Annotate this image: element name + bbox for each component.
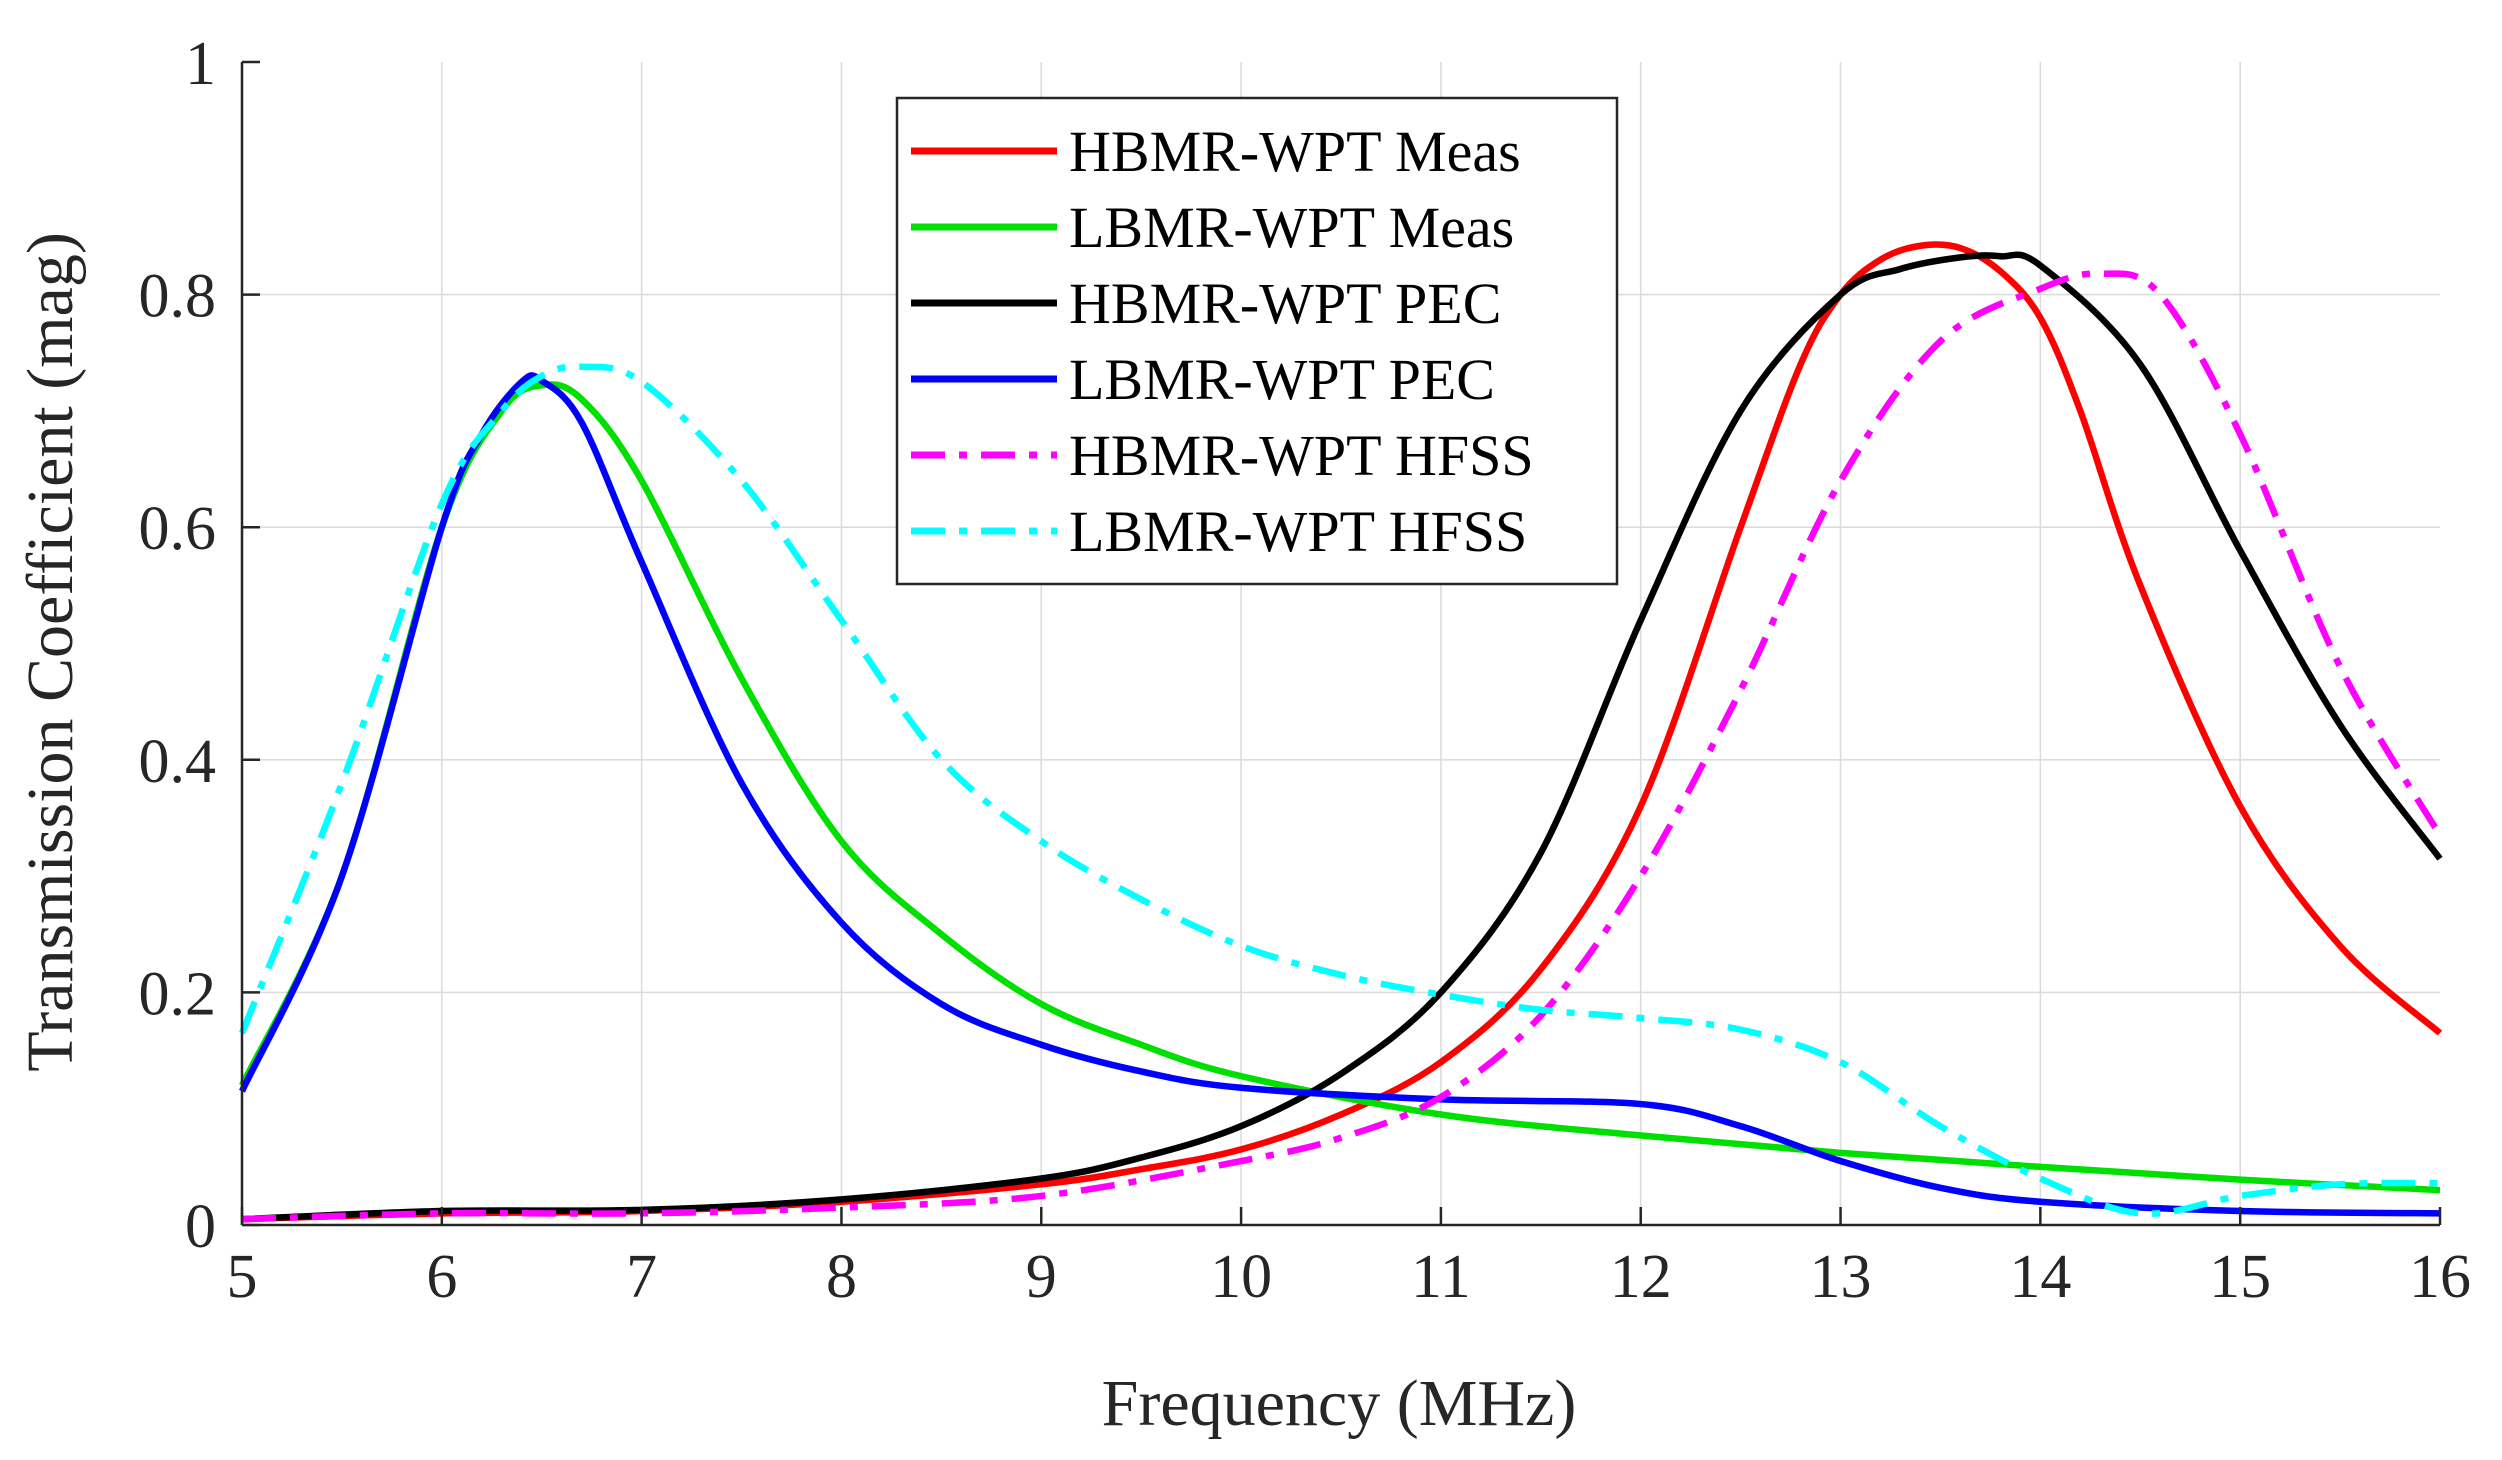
x-tick-label: 6 bbox=[426, 1243, 457, 1311]
x-tick-label: 11 bbox=[1411, 1243, 1471, 1311]
legend-label: HBMR-WPT HFSS bbox=[1069, 423, 1534, 488]
y-tick-label: 0 bbox=[185, 1193, 216, 1261]
series-line-lbmr-wpt-hfss bbox=[238, 363, 2441, 1217]
x-tick-label: 5 bbox=[227, 1243, 258, 1311]
legend: HBMR-WPT Meas LBMR-WPT Meas HBMR-WPT PEC LB… bbox=[895, 96, 1619, 586]
x-tick-label: 8 bbox=[826, 1243, 857, 1311]
legend-label: LBMR-WPT HFSS bbox=[1069, 499, 1527, 564]
series-line-hbmr-wpt-hfss bbox=[241, 270, 2443, 1223]
x-tick-label: 12 bbox=[1610, 1243, 1672, 1311]
y-tick-label: 0.2 bbox=[139, 960, 217, 1028]
x-tick-label: 16 bbox=[2409, 1243, 2471, 1311]
x-axis-label: Frequency (MHz) bbox=[1102, 1367, 1577, 1440]
x-tick-label: 15 bbox=[2209, 1243, 2271, 1311]
tick-labels: 5 6 7 8 9 10 11 12 13 14 15 16 0 0.2 0.4 0.6 0.8 1 bbox=[139, 30, 2472, 1311]
axes bbox=[240, 60, 2442, 1227]
legend-label: LBMR-WPT Meas bbox=[1069, 195, 1514, 260]
series-lines bbox=[238, 241, 2443, 1223]
y-tick-label: 1 bbox=[185, 30, 216, 98]
y-tick-label: 0.6 bbox=[139, 495, 217, 563]
x-tick-label: 10 bbox=[1210, 1243, 1272, 1311]
legend-label: HBMR-WPT PEC bbox=[1069, 271, 1501, 336]
x-tick-label: 14 bbox=[2009, 1243, 2071, 1311]
x-tick-label: 7 bbox=[626, 1243, 657, 1311]
legend-label: LBMR-WPT PEC bbox=[1069, 347, 1495, 412]
y-axis-label: Transmission Coefficient (mag) bbox=[14, 232, 87, 1072]
legend-label: HBMR-WPT Meas bbox=[1069, 119, 1521, 184]
x-tick-label: 9 bbox=[1026, 1243, 1057, 1311]
series-line-hbmr-wpt-pec bbox=[241, 251, 2443, 1223]
x-tick-label: 13 bbox=[1810, 1243, 1872, 1311]
legend-box bbox=[895, 96, 1619, 586]
y-tick-label: 0.8 bbox=[139, 263, 217, 331]
y-tick-label: 0.4 bbox=[139, 728, 217, 796]
